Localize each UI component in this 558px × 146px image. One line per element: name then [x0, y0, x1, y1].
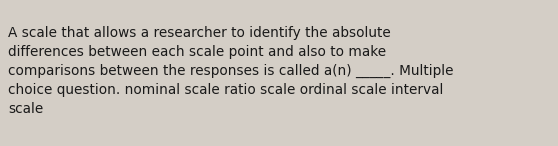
Text: A scale that allows a researcher to identify the absolute
differences between ea: A scale that allows a researcher to iden… [8, 26, 453, 116]
